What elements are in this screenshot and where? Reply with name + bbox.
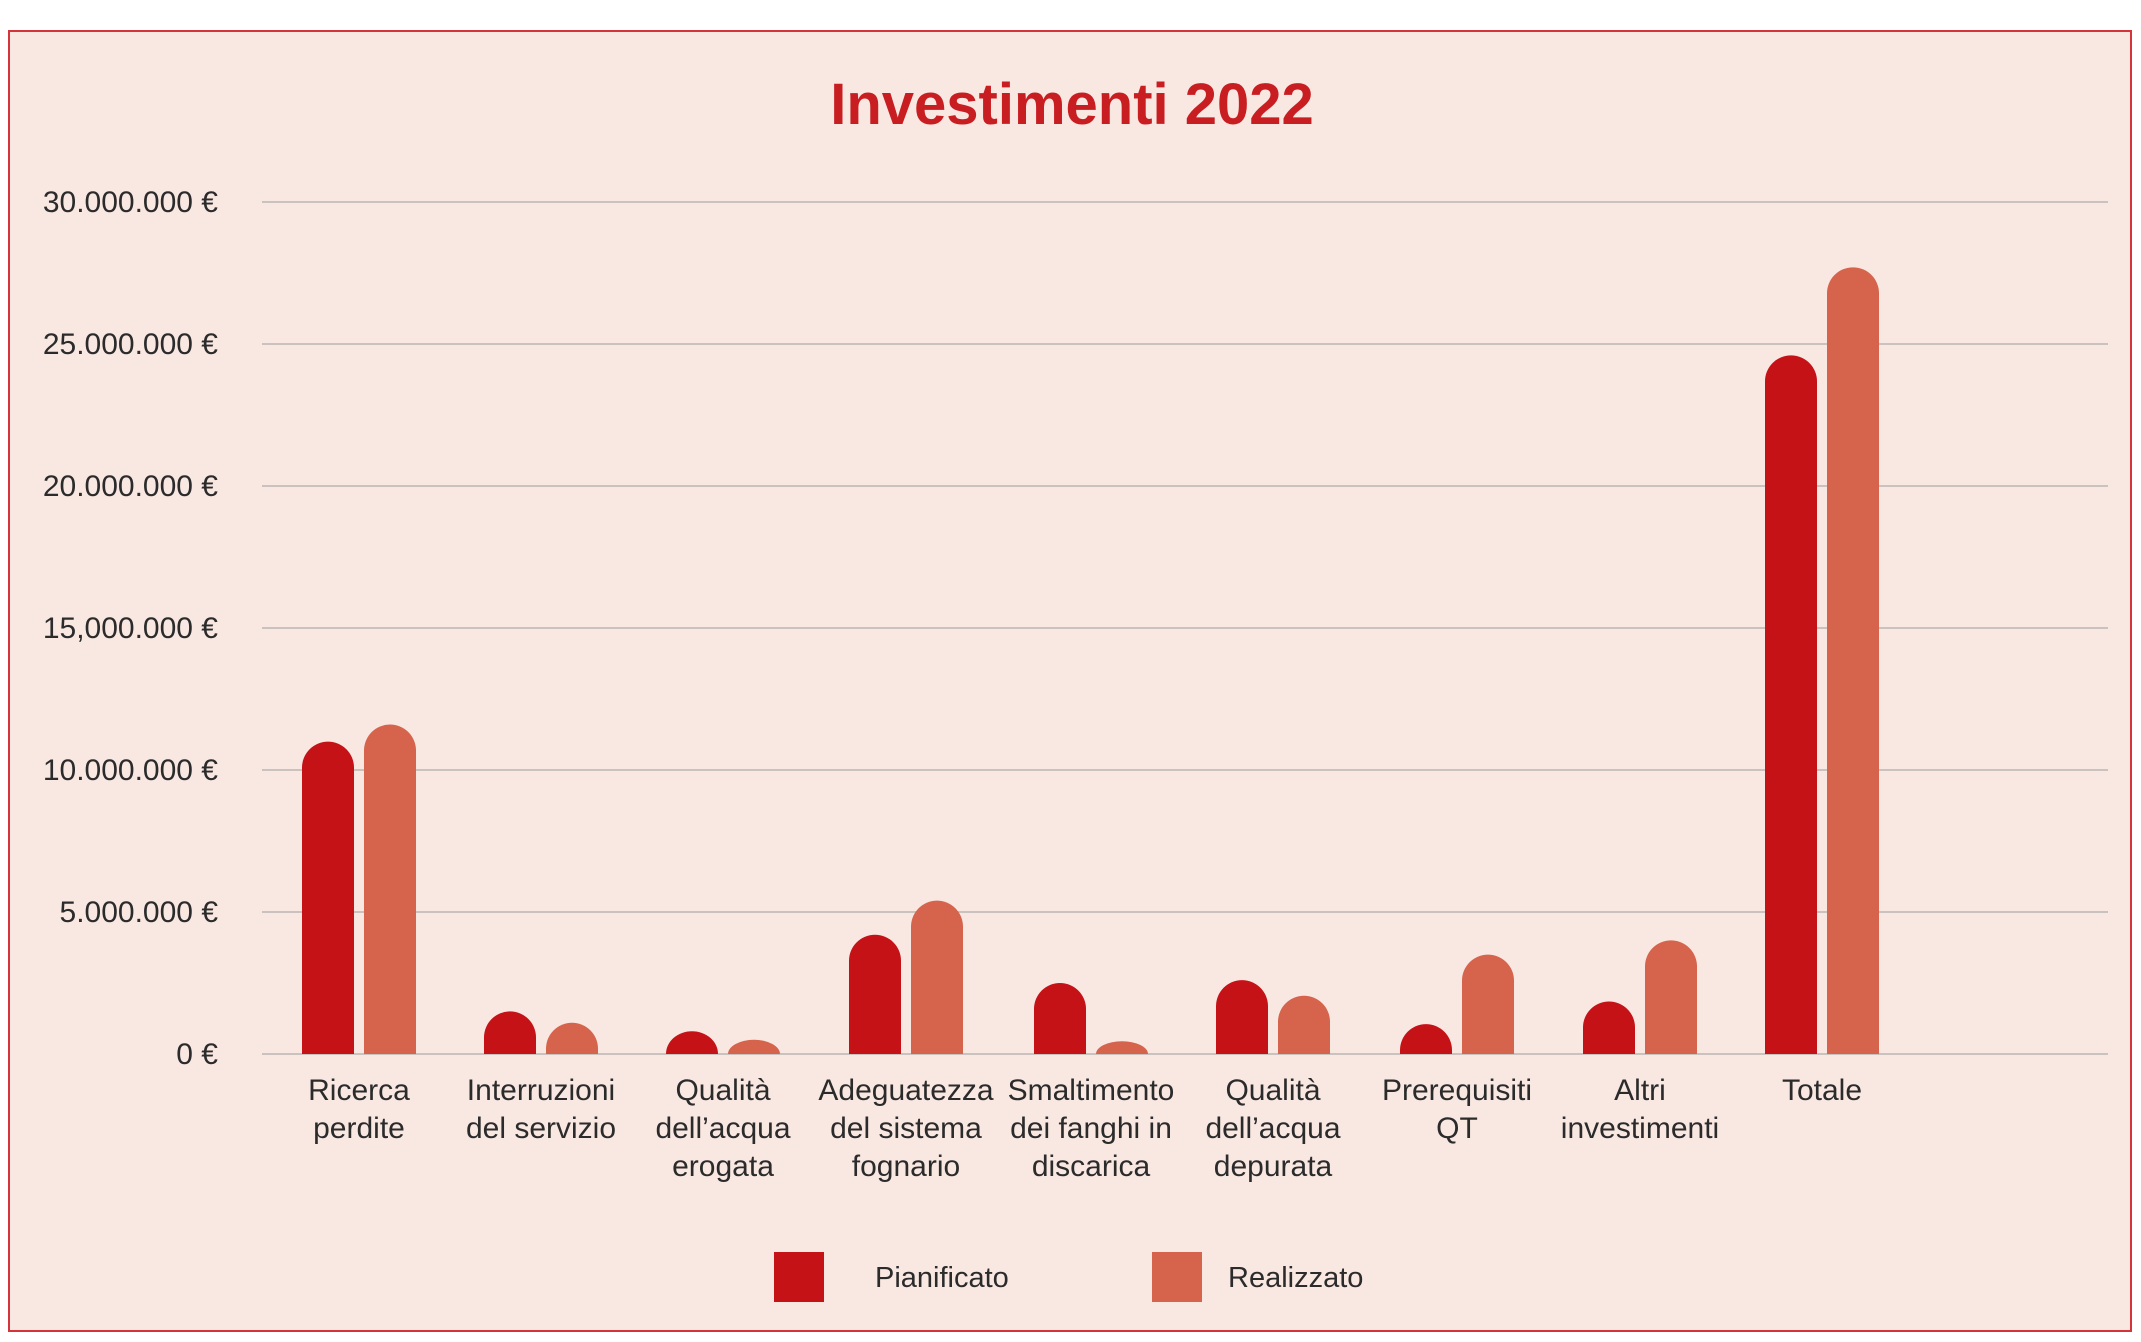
y-tick-label: 15,000.000 € bbox=[43, 612, 218, 645]
bar-chart: Investimenti 2022 0 € 5.000.000 € 10.000.0… bbox=[43, 72, 2108, 1302]
x-category-line: Adeguatezza bbox=[818, 1074, 993, 1107]
y-tick-label: 30.000.000 € bbox=[43, 186, 218, 219]
chart-panel: Investimenti 2022 0 € 5.000.000 € 10.000.0… bbox=[8, 30, 2132, 1332]
y-tick-label: 25.000.000 € bbox=[43, 328, 218, 361]
x-category-label: Interruzioni del servizio bbox=[466, 1074, 616, 1145]
x-category-line: dell’acqua bbox=[1205, 1112, 1340, 1145]
legend-swatch-realizzato bbox=[1152, 1252, 1202, 1302]
x-category-label: Qualità dell’acqua erogata bbox=[655, 1074, 790, 1183]
bar-pianificato-0 bbox=[302, 741, 354, 1054]
x-category-line: QT bbox=[1436, 1112, 1478, 1145]
bar-pianificato-6 bbox=[1400, 1024, 1452, 1054]
x-category-label: Smaltimento dei fanghi in discarica bbox=[1008, 1074, 1175, 1183]
y-tick-label: 20.000.000 € bbox=[43, 470, 218, 503]
bar-pianificato-5 bbox=[1216, 980, 1268, 1054]
chart-title: Investimenti 2022 bbox=[830, 72, 1314, 137]
y-tick-label: 10.000.000 € bbox=[43, 754, 218, 787]
x-category-line: del servizio bbox=[466, 1112, 616, 1145]
bar-realizzato-7 bbox=[1645, 940, 1697, 1054]
bars bbox=[302, 267, 1879, 1054]
x-category-line: Ricerca bbox=[308, 1074, 410, 1107]
legend-swatch-pianificato bbox=[774, 1252, 824, 1302]
bar-realizzato-8 bbox=[1827, 267, 1879, 1054]
x-category-label: Qualità dell’acqua depurata bbox=[1205, 1074, 1340, 1183]
x-axis-categories: Ricerca perdite Interruzioni del servizio Qu… bbox=[308, 1074, 1862, 1183]
x-category-line: Totale bbox=[1782, 1074, 1862, 1107]
bar-pianificato-1 bbox=[484, 1011, 536, 1054]
x-category-label: Ricerca perdite bbox=[308, 1074, 410, 1145]
x-category-label: Prerequisiti QT bbox=[1382, 1074, 1532, 1145]
legend: Pianificato Realizzato bbox=[774, 1252, 1363, 1302]
y-tick-label: 0 € bbox=[176, 1038, 218, 1071]
bar-realizzato-0 bbox=[364, 724, 416, 1054]
bar-realizzato-2 bbox=[728, 1039, 780, 1054]
x-category-line: dei fanghi in bbox=[1010, 1112, 1172, 1145]
x-category-line: perdite bbox=[313, 1112, 405, 1145]
legend-label-realizzato: Realizzato bbox=[1228, 1262, 1363, 1294]
x-category-line: erogata bbox=[672, 1150, 774, 1183]
x-category-line: Qualità bbox=[1225, 1074, 1320, 1107]
bar-realizzato-4 bbox=[1096, 1041, 1148, 1054]
x-category-label: Altri investimenti bbox=[1561, 1074, 1719, 1145]
x-category-line: Smaltimento bbox=[1008, 1074, 1175, 1107]
x-category-line: Interruzioni bbox=[467, 1074, 615, 1107]
x-category-line: dell’acqua bbox=[655, 1112, 790, 1145]
x-category-line: discarica bbox=[1032, 1150, 1151, 1183]
x-category-line: Prerequisiti bbox=[1382, 1074, 1532, 1107]
x-category-line: Qualità bbox=[675, 1074, 770, 1107]
x-category-line: depurata bbox=[1214, 1150, 1333, 1183]
gridlines bbox=[262, 201, 2108, 1055]
x-category-line: fognario bbox=[852, 1150, 960, 1183]
bar-realizzato-6 bbox=[1462, 954, 1514, 1054]
legend-label-pianificato: Pianificato bbox=[875, 1262, 1009, 1294]
bar-realizzato-5 bbox=[1278, 995, 1330, 1054]
x-category-line: investimenti bbox=[1561, 1112, 1719, 1145]
x-category-label: Totale bbox=[1782, 1074, 1862, 1107]
y-axis-ticks: 0 € 5.000.000 € 10.000.000 € 15,000.000 € 20… bbox=[43, 186, 218, 1071]
bar-pianificato-8 bbox=[1765, 355, 1817, 1054]
bar-pianificato-2 bbox=[666, 1031, 718, 1054]
x-category-label: Adeguatezza del sistema fognario bbox=[818, 1074, 993, 1183]
bar-pianificato-7 bbox=[1583, 1001, 1635, 1054]
x-category-line: del sistema bbox=[830, 1112, 982, 1145]
bar-pianificato-3 bbox=[849, 934, 901, 1054]
bar-realizzato-1 bbox=[546, 1022, 598, 1054]
bar-realizzato-3 bbox=[911, 900, 963, 1054]
bar-pianificato-4 bbox=[1034, 983, 1086, 1054]
x-category-line: Altri bbox=[1614, 1074, 1666, 1107]
y-tick-label: 5.000.000 € bbox=[60, 896, 219, 929]
